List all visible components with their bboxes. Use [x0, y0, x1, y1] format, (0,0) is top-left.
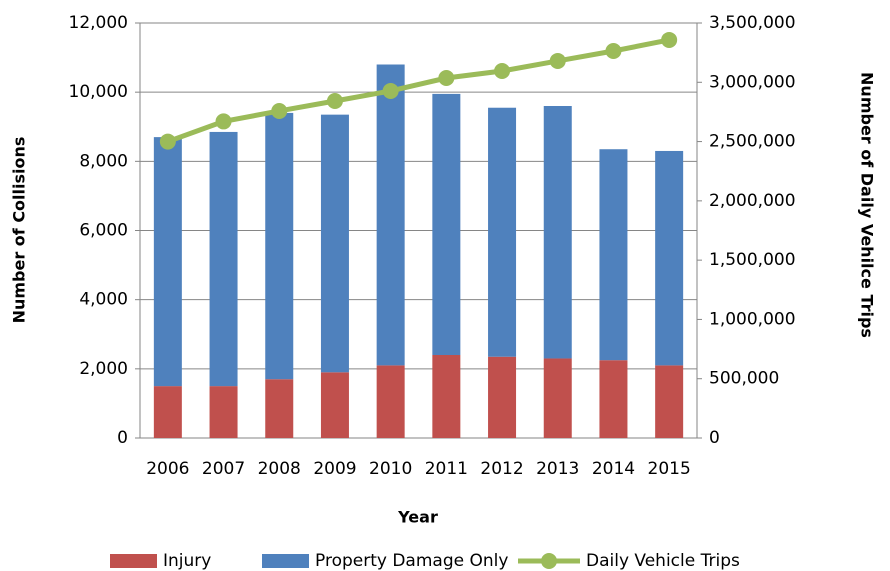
- y2-tick-label: 1,500,000: [709, 250, 796, 270]
- bar: [153, 137, 182, 387]
- legend-label: Property Damage Only: [315, 551, 508, 571]
- x-tick-label: 2007: [202, 459, 245, 479]
- x-tick-label: 2012: [480, 459, 523, 479]
- y2-tick-label: 2,000,000: [709, 191, 796, 211]
- bar: [488, 107, 517, 357]
- bar: [209, 386, 238, 438]
- line-marker: [159, 133, 176, 150]
- bar: [320, 114, 349, 373]
- bar: [265, 112, 294, 380]
- y-tick-label: 0: [117, 428, 128, 448]
- bar: [432, 355, 461, 438]
- y2-axis-title: Number of Daily Vehilce Trips: [858, 72, 877, 338]
- legend-label: Daily Vehicle Trips: [586, 551, 740, 571]
- x-tick-label: 2010: [369, 459, 412, 479]
- legend-swatch: [110, 554, 157, 568]
- y2-tick-label: 2,500,000: [709, 132, 796, 152]
- bar: [376, 365, 405, 438]
- y2-tick-label: 0: [709, 428, 720, 448]
- line-marker: [661, 31, 678, 48]
- bar: [599, 149, 628, 361]
- line-marker: [494, 63, 511, 80]
- bar: [432, 93, 461, 355]
- line-marker: [382, 82, 399, 99]
- y-tick-label: 4,000: [79, 290, 128, 310]
- y-axis-title: Number of Collisions: [10, 137, 29, 324]
- y2-tick-label: 500,000: [709, 369, 779, 389]
- bar: [655, 365, 684, 438]
- x-tick-label: 2011: [425, 459, 468, 479]
- bar: [543, 358, 572, 438]
- y-tick-label: 12,000: [69, 13, 128, 33]
- x-axis-title: Year: [397, 508, 438, 527]
- bar: [599, 360, 628, 438]
- x-tick-label: 2008: [258, 459, 301, 479]
- x-tick-label: 2006: [146, 459, 189, 479]
- legend-swatch: [262, 554, 309, 568]
- line-marker: [271, 102, 288, 119]
- bar: [488, 356, 517, 438]
- bar: [543, 106, 572, 359]
- y2-tick-label: 3,000,000: [709, 72, 796, 92]
- line-marker: [605, 42, 622, 59]
- x-tick-label: 2014: [592, 459, 635, 479]
- y-tick-label: 8,000: [79, 151, 128, 171]
- bar: [209, 131, 238, 387]
- bar: [153, 386, 182, 438]
- bar: [376, 64, 405, 366]
- line-marker: [215, 113, 232, 130]
- line-marker: [438, 70, 455, 87]
- y2-tick-label: 3,500,000: [709, 13, 796, 33]
- legend-swatch-marker: [541, 553, 557, 569]
- y2-tick-label: 1,000,000: [709, 309, 796, 329]
- bar: [265, 379, 294, 438]
- y-tick-label: 2,000: [79, 359, 128, 379]
- bar: [320, 372, 349, 438]
- line-marker: [549, 52, 566, 69]
- legend-label: Injury: [163, 551, 211, 571]
- bar: [655, 150, 684, 366]
- line-marker: [326, 93, 343, 110]
- y-tick-label: 10,000: [69, 82, 128, 102]
- y-tick-label: 6,000: [79, 221, 128, 241]
- x-tick-label: 2015: [648, 459, 691, 479]
- line: [166, 37, 670, 144]
- x-tick-label: 2009: [313, 459, 356, 479]
- x-tick-label: 2013: [536, 459, 579, 479]
